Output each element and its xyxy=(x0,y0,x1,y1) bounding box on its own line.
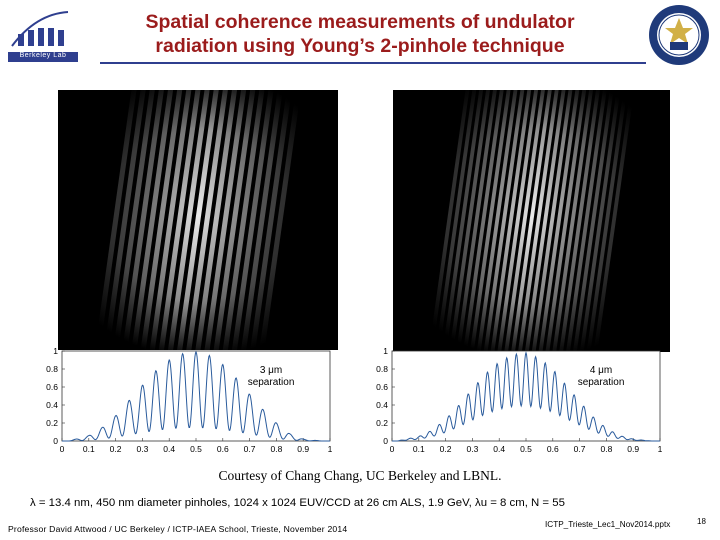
logo-left-text: Berkeley Lab xyxy=(19,52,67,59)
x-tick-label: 0 xyxy=(60,444,65,454)
line-plot-right: 1 0.8 0.6 0.4 0.2 00 0.1 0.2 0.3 0.4 0.5 0.6 0.7 0.8 0… xyxy=(376,346,663,454)
y-tick-label: 1 xyxy=(383,346,388,356)
experiment-details: λ = 13.4 nm, 450 nm diameter pinholes, 1… xyxy=(30,497,565,509)
x-tick-label: 0.3 xyxy=(136,444,148,454)
x-tick-label: 0.7 xyxy=(574,444,586,454)
line-plot-left: 1 0.8 0.6 0.4 0.2 00 0.1 0.2 0.3 0.4 0.5 0.6 0.7 0.8 0… xyxy=(46,346,333,454)
berkeley-lab-logo xyxy=(6,6,80,62)
x-tick-label: 0.2 xyxy=(110,444,122,454)
x-tick-label: 0.2 xyxy=(440,444,452,454)
x-tick-label: 0.9 xyxy=(627,444,639,454)
x-tick-label: 0.5 xyxy=(520,444,532,454)
separation-label: separation xyxy=(578,377,625,388)
y-tick-label: 0.6 xyxy=(46,382,58,392)
title-line-1: Spatial coherence measurements of undula… xyxy=(145,11,575,33)
title-line-2: radiation using Young’s 2-pinhole techni… xyxy=(155,35,565,57)
x-tick-label: 0 xyxy=(390,444,395,454)
separation-label: separation xyxy=(248,377,295,388)
y-tick-label: 0.8 xyxy=(376,364,388,374)
x-tick-label: 1 xyxy=(328,444,333,454)
x-tick-label: 0.3 xyxy=(466,444,478,454)
fringe-image-left xyxy=(58,90,338,350)
x-tick-label: 0.1 xyxy=(83,444,95,454)
intensity-line xyxy=(392,351,660,442)
separation-value: 4 μm xyxy=(590,365,612,376)
y-tick-label: 0 xyxy=(53,436,58,446)
x-tick-label: 0.9 xyxy=(297,444,309,454)
x-tick-label: 0.5 xyxy=(190,444,202,454)
footer-credit: Professor David Attwood / UC Berkeley / … xyxy=(8,524,348,534)
y-tick-label: 0.4 xyxy=(376,400,388,410)
separation-value: 3 μm xyxy=(260,365,282,376)
page-number: 18 xyxy=(697,517,706,526)
y-tick-label: 0.6 xyxy=(376,382,388,392)
figure-caption: Courtesy of Chang Chang, UC Berkeley and… xyxy=(218,468,502,483)
plot-frame xyxy=(391,350,661,442)
x-tick-label: 0.7 xyxy=(244,444,256,454)
x-tick-label: 0.8 xyxy=(600,444,612,454)
page-title: Spatial coherence measurements of undula… xyxy=(90,10,630,58)
y-tick-label: 0.2 xyxy=(376,418,388,428)
y-tick-label: 1 xyxy=(53,346,58,356)
fringe-image-right xyxy=(393,90,670,352)
x-tick-label: 0.6 xyxy=(547,444,559,454)
x-tick-label: 0.8 xyxy=(270,444,282,454)
y-tick-label: 0.4 xyxy=(46,400,58,410)
x-tick-label: 0.4 xyxy=(493,444,505,454)
x-tick-label: 1 xyxy=(658,444,663,454)
footer-filename: ICTP_Trieste_Lec1_Nov2014.pptx xyxy=(545,520,671,529)
y-tick-label: 0.8 xyxy=(46,364,58,374)
x-tick-label: 0.6 xyxy=(217,444,229,454)
plot-frame xyxy=(61,350,331,442)
y-tick-label: 0 xyxy=(383,436,388,446)
intensity-line xyxy=(62,350,330,442)
y-tick-label: 0.2 xyxy=(46,418,58,428)
x-tick-label: 0.1 xyxy=(413,444,425,454)
uc-seal-icon xyxy=(648,4,710,66)
x-tick-label: 0.4 xyxy=(163,444,175,454)
title-divider xyxy=(100,62,646,64)
